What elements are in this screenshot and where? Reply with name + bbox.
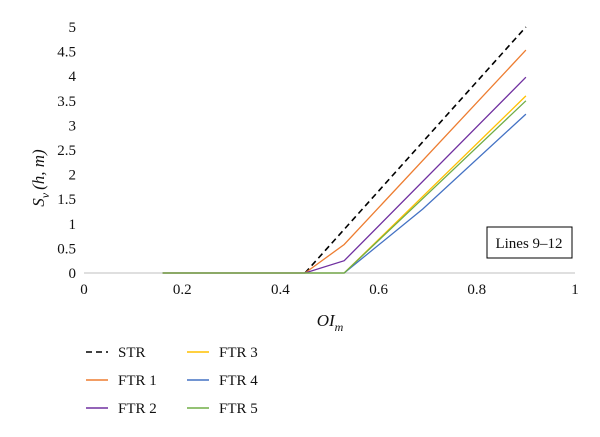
svg-text:Sv(h, m): Sv (h, m)	[29, 149, 52, 207]
series-line-ftr-1	[162, 49, 527, 274]
legend: STR FTR 1 FTR 2 FTR 3 FTR 4 FTR 5	[86, 345, 258, 417]
legend-label: STR	[118, 345, 146, 361]
y-tick-label: 0.5	[57, 241, 76, 257]
x-tick-label: 0	[80, 282, 88, 298]
y-tick-label: 0	[69, 266, 77, 282]
series-line-ftr-4	[162, 113, 527, 274]
x-axis-title-main: OI	[317, 311, 336, 330]
annotation-box: Lines 9–12	[486, 226, 573, 259]
y-axis-title-main: S	[29, 198, 48, 207]
y-axis-title-args: (h, m)	[29, 149, 48, 190]
y-tick-label: 2.5	[57, 143, 76, 159]
y-tick-label: 1	[69, 217, 77, 233]
x-tick-label: 1	[571, 282, 579, 298]
series-line-ftr-3	[162, 95, 527, 274]
series-lines	[162, 26, 527, 274]
y-tick-label: 2	[69, 168, 77, 184]
tick-labels: 0 0.5 1 1.5 2 2.5 3 3.5 4 4.5 5 0 0.2 0.4 0.6 0.8 1	[57, 20, 579, 298]
y-axis-title: Sv (h, m)	[29, 149, 52, 207]
annotation-label: Lines 9–12	[495, 236, 562, 252]
series-line-str	[304, 26, 527, 274]
x-axis-title-sub: m	[335, 320, 344, 334]
series-line-ftr-5	[162, 100, 527, 274]
y-tick-label: 3	[69, 118, 77, 134]
x-tick-label: 0.4	[271, 282, 290, 298]
y-tick-label: 3.5	[57, 94, 76, 110]
x-tick-label: 0.6	[369, 282, 388, 298]
x-tick-label: 0.8	[467, 282, 486, 298]
y-tick-label: 4.5	[57, 45, 76, 61]
x-tick-label: 0.2	[173, 282, 192, 298]
legend-label: FTR 4	[219, 373, 258, 389]
y-tick-label: 4	[69, 69, 77, 85]
legend-label: FTR 5	[219, 401, 258, 417]
legend-label: FTR 1	[118, 373, 157, 389]
y-tick-label: 1.5	[57, 192, 76, 208]
annotation-frame	[486, 226, 573, 259]
legend-label: FTR 3	[219, 345, 258, 361]
x-axis-title: OIm	[317, 311, 344, 334]
y-tick-label: 5	[69, 20, 77, 36]
y-axis-title-sub: v	[38, 192, 52, 198]
legend-label: FTR 2	[118, 401, 157, 417]
